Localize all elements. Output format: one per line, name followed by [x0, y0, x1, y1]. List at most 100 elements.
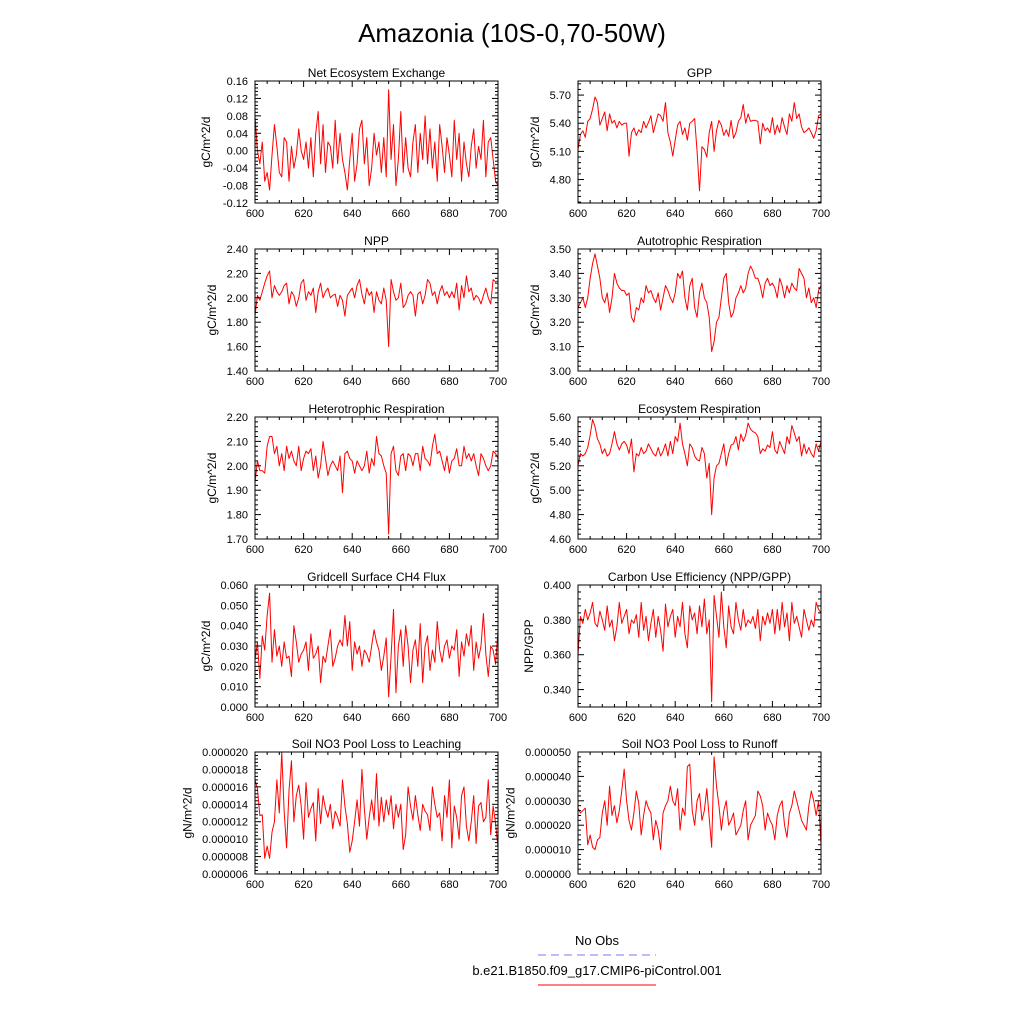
y-tick-label: 0.000012: [202, 817, 248, 829]
plot-frame-nee: [254, 80, 499, 204]
x-tick-label: 700: [489, 879, 507, 891]
series-line-hr: [254, 433, 499, 535]
x-tick-label: 660: [715, 376, 733, 388]
plot-frame-ar: [577, 248, 822, 372]
x-tick-label: 680: [763, 208, 781, 220]
x-tick-label: 620: [294, 879, 312, 891]
x-tick-label: 700: [812, 879, 830, 891]
x-tick-label: 700: [812, 208, 830, 220]
chart-panel-gpp: GPP 600 620 640 660 680 700 4.80 5.10 5.40 5.70 gC/…: [528, 66, 830, 220]
y-tick-label: 0.000000: [525, 869, 571, 881]
y-tick-label: 1.80: [227, 510, 248, 522]
y-tick-label: 0.16: [227, 76, 248, 88]
x-tick-label: 700: [489, 544, 507, 556]
x-tick-label: 660: [392, 376, 410, 388]
y-tick-label: 0.12: [227, 93, 248, 105]
series-line-npp: [254, 270, 499, 348]
x-tick-label: 620: [294, 544, 312, 556]
y-tick-label: 0.000030: [525, 796, 571, 808]
legend-label-obs: No Obs: [575, 933, 620, 948]
x-tick-label: 600: [246, 376, 264, 388]
y-tick-label: 0.000006: [202, 869, 248, 881]
x-tick-label: 660: [392, 208, 410, 220]
plot-frame-cue: [577, 584, 822, 708]
x-tick-label: 620: [294, 712, 312, 724]
chart-panel-er: Ecosystem Respiration 600 620 640 660 680 700 4…: [528, 402, 830, 556]
y-tick-label: 0.000050: [525, 747, 571, 759]
y-tick-label: 1.60: [227, 342, 248, 354]
x-tick-label: 640: [666, 376, 684, 388]
y-tick-label: 0.08: [227, 111, 248, 123]
x-tick-label: 640: [343, 376, 361, 388]
x-tick-label: 600: [569, 712, 587, 724]
y-tick-label: 5.70: [550, 90, 571, 102]
plot-frame-er: [577, 416, 822, 540]
series-line-ar: [577, 253, 822, 352]
legend: No Obs b.e21.B1850.f09_g17.CMIP6-piContr…: [472, 933, 722, 986]
x-tick-label: 640: [343, 544, 361, 556]
y-tick-label: 3.00: [550, 366, 571, 378]
panel-title-ch4: Gridcell Surface CH4 Flux: [307, 570, 446, 584]
y-tick-label: 0.000010: [525, 845, 571, 857]
y-axis-label-npp: gC/m^2/d: [205, 285, 219, 336]
x-tick-label: 660: [715, 879, 733, 891]
y-tick-label: 0.010: [220, 682, 248, 694]
x-tick-label: 600: [246, 208, 264, 220]
x-tick-label: 680: [763, 712, 781, 724]
y-tick-label: 0.060: [220, 580, 248, 592]
chart-panel-ar: Autotrophic Respiration 600 620 640 660 680 70…: [528, 234, 830, 388]
y-tick-label: 4.80: [550, 175, 571, 187]
x-tick-label: 700: [489, 712, 507, 724]
x-tick-label: 660: [392, 712, 410, 724]
x-tick-label: 620: [294, 376, 312, 388]
x-tick-label: 660: [392, 544, 410, 556]
x-tick-label: 700: [812, 544, 830, 556]
y-tick-label: 4.60: [550, 534, 571, 546]
chart-panel-ch4: Gridcell Surface CH4 Flux 600 620 640 660 680…: [199, 570, 507, 724]
x-tick-label: 700: [812, 712, 830, 724]
y-axis-label-gpp: gC/m^2/d: [528, 117, 542, 168]
x-tick-label: 620: [617, 879, 635, 891]
y-tick-label: 0.00: [227, 146, 248, 158]
x-tick-label: 640: [343, 208, 361, 220]
panel-title-cue: Carbon Use Efficiency (NPP/GPP): [608, 570, 791, 584]
figure-title: Amazonia (10S-0,70-50W): [358, 18, 666, 48]
y-tick-label: 3.20: [550, 317, 571, 329]
y-tick-label: 0.040: [220, 621, 248, 633]
y-tick-label: 2.00: [227, 461, 248, 473]
x-tick-label: 600: [569, 208, 587, 220]
y-axis-label-cue: NPP/GPP: [522, 619, 536, 672]
chart-panel-cue: Carbon Use Efficiency (NPP/GPP) 600 620 640…: [522, 570, 830, 724]
y-tick-label: 0.020: [220, 661, 248, 673]
y-tick-label: 2.20: [227, 412, 248, 424]
y-tick-label: 0.000: [220, 702, 248, 714]
y-tick-label: -0.04: [223, 163, 248, 175]
y-axis-label-hr: gC/m^2/d: [205, 453, 219, 504]
y-tick-label: 4.80: [550, 510, 571, 522]
chart-panel-runoff: Soil NO3 Pool Loss to Runoff 600 620 640 660…: [503, 737, 830, 891]
y-tick-label: 0.04: [227, 128, 248, 140]
y-tick-label: 0.380: [543, 615, 571, 627]
x-tick-label: 600: [246, 712, 264, 724]
plot-frame-npp: [254, 248, 499, 372]
legend-label-model: b.e21.B1850.f09_g17.CMIP6-piControl.001: [472, 963, 721, 978]
y-tick-label: 5.60: [550, 412, 571, 424]
x-tick-label: 600: [569, 544, 587, 556]
y-axis-label-leach: gN/m^2/d: [180, 788, 194, 839]
y-tick-label: 3.50: [550, 244, 571, 256]
x-tick-label: 640: [343, 879, 361, 891]
series-line-runoff: [577, 756, 822, 851]
plot-frame-runoff: [577, 751, 822, 875]
panel-title-runoff: Soil NO3 Pool Loss to Runoff: [622, 737, 779, 751]
x-tick-label: 600: [569, 879, 587, 891]
panel-title-gpp: GPP: [687, 66, 712, 80]
x-tick-label: 660: [392, 879, 410, 891]
panel-title-hr: Heterotrophic Respiration: [308, 402, 444, 416]
y-axis-label-runoff: gN/m^2/d: [503, 788, 517, 839]
y-tick-label: 0.000020: [525, 820, 571, 832]
x-tick-label: 620: [617, 376, 635, 388]
panel-title-er: Ecosystem Respiration: [638, 402, 761, 416]
y-tick-label: 5.40: [550, 118, 571, 130]
panel-title-ar: Autotrophic Respiration: [637, 234, 762, 248]
chart-panel-hr: Heterotrophic Respiration 600 620 640 660 680…: [205, 402, 507, 556]
